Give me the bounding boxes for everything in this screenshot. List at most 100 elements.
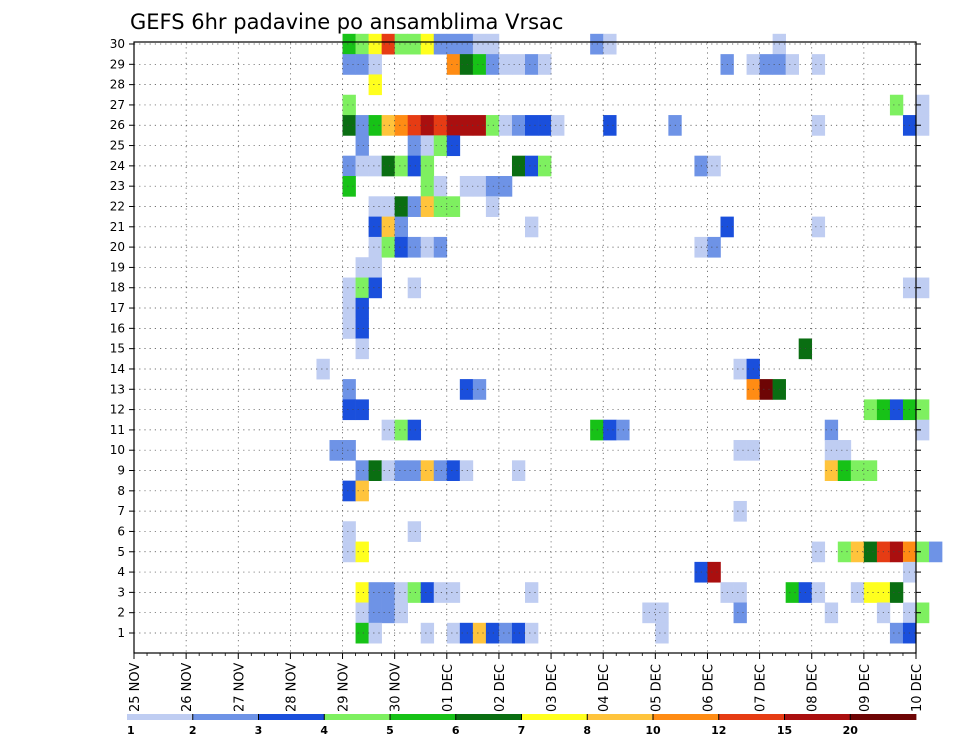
x-tick-label: 10 DEC (910, 664, 925, 712)
heatmap-cell (381, 33, 395, 55)
heatmap-cell (368, 622, 382, 644)
heatmap-cell (837, 440, 852, 461)
heatmap-cell (342, 399, 356, 421)
heatmap-cell (863, 582, 878, 603)
heatmap-cell (433, 175, 448, 197)
heatmap-cell (603, 33, 617, 55)
heatmap-cell (355, 155, 369, 177)
heatmap-cell (420, 33, 435, 55)
heatmap-cell (733, 440, 747, 461)
heatmap-cell (707, 155, 721, 177)
heatmap-cell (355, 54, 369, 75)
heatmap-cell (355, 480, 369, 502)
heatmap-cell (916, 115, 930, 136)
heatmap-cell (498, 622, 513, 644)
heatmap-cell (707, 561, 721, 583)
heatmap-cell (459, 379, 474, 400)
heatmap-cell (551, 115, 565, 136)
heatmap-cell (498, 115, 513, 136)
y-tick-label: 2 (117, 606, 125, 620)
heatmap-cell (368, 582, 382, 603)
heatmap-cell (525, 622, 539, 644)
heatmap-cell (538, 115, 552, 136)
y-axis: 1234567891011121314151617181920212223242… (110, 37, 921, 640)
heatmap-cell (420, 582, 435, 603)
colorbar-label: 12 (711, 724, 726, 737)
heatmap-cell (368, 257, 382, 278)
heatmap-cell (733, 602, 747, 624)
heatmap-cell (525, 216, 539, 238)
heatmap-cell (472, 115, 487, 136)
heatmap-cell (342, 54, 356, 75)
heatmap-cell (316, 358, 330, 380)
heatmap-cell (355, 318, 369, 339)
heatmap-cell (407, 196, 422, 217)
colorbar-swatch (718, 714, 785, 720)
colorbar-label: 8 (583, 724, 591, 737)
heatmap-cell (889, 541, 904, 563)
x-tick-label: 25 NOV (128, 663, 143, 712)
heatmap-cell (381, 419, 395, 441)
heatmap-cell (342, 440, 356, 461)
x-axis: 25 NOV 26 NOV 27 NOV 28 NOV 29 NOV 30 NOV 01 D… (128, 653, 925, 712)
colorbar-swatch (521, 714, 588, 720)
x-tick-label: 01 DEC (441, 664, 456, 712)
heatmap-cell (472, 175, 487, 197)
colorbar-swatch (127, 714, 194, 720)
heatmap-cell (394, 33, 408, 55)
y-tick-label: 11 (110, 423, 125, 437)
colorbar-label: 6 (452, 724, 460, 737)
heatmap-cell (863, 399, 878, 421)
heatmap-cell (511, 460, 526, 482)
heatmap-cell (355, 582, 369, 603)
x-tick-label: 28 NOV (284, 663, 299, 712)
heatmap-cell (811, 216, 826, 238)
heatmap-cell (472, 622, 487, 644)
x-tick-label: 04 DEC (597, 664, 612, 712)
heatmap-cell (407, 115, 422, 136)
heatmap-cell (446, 582, 461, 603)
heatmap-cell (446, 115, 461, 136)
heatmap-cell (342, 277, 356, 299)
heatmap-cell (433, 115, 448, 136)
heatmap-cell (355, 399, 369, 421)
heatmap-cell (381, 236, 395, 258)
heatmap-cell (433, 196, 448, 217)
heatmap-cell (342, 480, 356, 502)
heatmap-cell (811, 582, 826, 603)
heatmap-cell (485, 115, 500, 136)
heatmap-cell (863, 460, 878, 482)
colorbar-label: 4 (320, 724, 328, 737)
heatmap-cell (394, 460, 408, 482)
colorbar-swatch (850, 714, 917, 720)
x-tick-label: 09 DEC (858, 664, 873, 712)
heatmap-cell (342, 94, 356, 116)
x-tick-label: 05 DEC (649, 664, 664, 712)
heatmap-cell (355, 33, 369, 55)
colorbar-swatch (258, 714, 325, 720)
heatmap-cell (433, 33, 448, 55)
heatmap-cell (759, 379, 773, 400)
heatmap-cell (355, 115, 369, 136)
heatmap-cell (538, 54, 552, 75)
x-tick-label: 27 NOV (232, 663, 247, 712)
heatmap-cell (381, 602, 395, 624)
heatmap-cell (916, 277, 930, 299)
heatmap-cell (785, 54, 799, 75)
heatmap-cell (394, 155, 408, 177)
y-tick-label: 22 (110, 199, 125, 213)
heatmap-cell (433, 460, 448, 482)
heatmap-cell (603, 419, 617, 441)
colorbar-label: 2 (189, 724, 197, 737)
colorbar-label: 10 (645, 724, 661, 737)
y-tick-label: 30 (110, 37, 125, 51)
heatmap-cell (446, 33, 461, 55)
heatmap-cell (329, 440, 343, 461)
heatmap-cell (407, 236, 422, 258)
heatmap-cell (355, 622, 369, 644)
y-tick-label: 5 (117, 545, 125, 559)
x-tick-label: 30 NOV (389, 663, 404, 712)
heatmap-cell (446, 622, 461, 644)
heatmap-cell (889, 94, 904, 116)
heatmap-cell (420, 460, 435, 482)
